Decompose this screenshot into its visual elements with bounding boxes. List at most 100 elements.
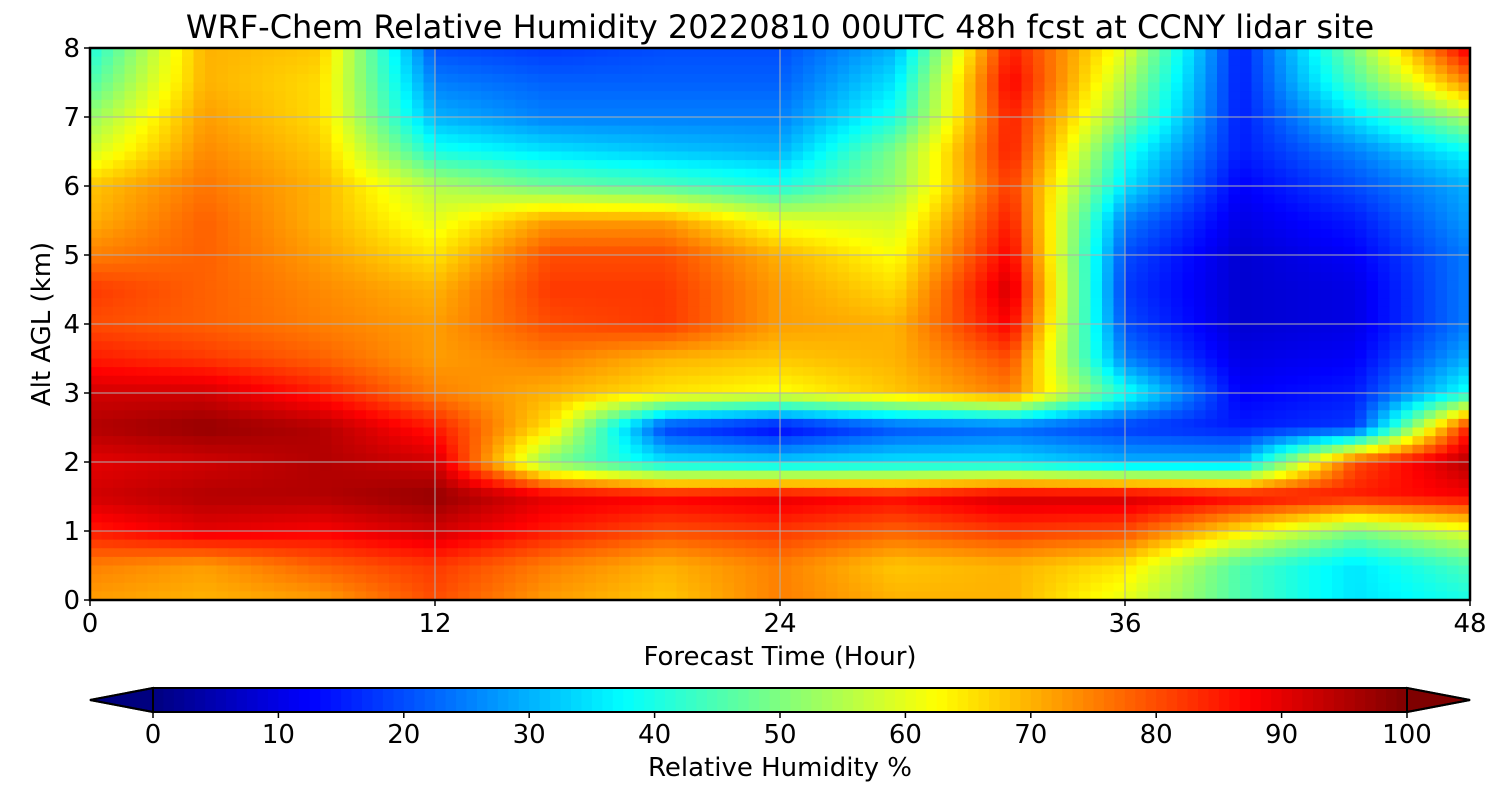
heatmap-cell	[1079, 332, 1092, 342]
heatmap-cell	[780, 375, 793, 385]
heatmap-cell	[1228, 324, 1241, 334]
heatmap-cell	[1113, 168, 1126, 178]
heatmap-cell	[1251, 203, 1264, 213]
heatmap-cell	[147, 134, 160, 144]
heatmap-cell	[550, 306, 563, 316]
heatmap-cell	[952, 186, 965, 196]
heatmap-cell	[1447, 375, 1460, 385]
heatmap-cell	[688, 358, 701, 368]
heatmap-cell	[331, 341, 344, 351]
heatmap-cell	[1412, 263, 1425, 273]
heatmap-cell	[1412, 125, 1425, 135]
heatmap-cell	[826, 324, 839, 334]
heatmap-cell	[607, 298, 620, 308]
heatmap-cell	[113, 246, 126, 256]
heatmap-cell	[1171, 91, 1184, 101]
heatmap-cell	[182, 73, 195, 84]
heatmap-cell	[1136, 375, 1149, 385]
heatmap-cell	[492, 401, 505, 411]
heatmap-cell	[400, 272, 413, 282]
heatmap-cell	[515, 108, 528, 118]
heatmap-cell	[205, 289, 218, 299]
heatmap-cell	[987, 194, 1000, 204]
heatmap-cell	[354, 65, 367, 75]
heatmap-cell	[895, 306, 908, 316]
heatmap-cell	[389, 375, 402, 385]
heatmap-cell	[1067, 306, 1080, 316]
heatmap-cell	[791, 125, 804, 135]
heatmap-cell	[1389, 324, 1402, 334]
heatmap-cell	[676, 280, 689, 291]
heatmap-cell	[987, 48, 1000, 58]
heatmap-cell	[653, 82, 666, 92]
heatmap-cell	[699, 229, 712, 239]
heatmap-cell	[665, 367, 678, 377]
heatmap-cell	[113, 65, 126, 75]
heatmap-cell	[343, 306, 356, 316]
heatmap-cell	[1171, 168, 1184, 178]
heatmap-cell	[1251, 160, 1264, 170]
heatmap-cell	[320, 332, 333, 342]
heatmap-cell	[159, 280, 172, 291]
heatmap-cell	[1044, 306, 1057, 316]
heatmap-cell	[814, 151, 827, 161]
heatmap-cell	[665, 91, 678, 101]
heatmap-cell	[676, 168, 689, 178]
heatmap-cell	[573, 203, 586, 213]
heatmap-cell	[377, 272, 390, 282]
heatmap-cell	[895, 203, 908, 213]
heatmap-cell	[492, 48, 505, 58]
heatmap-cell	[757, 117, 770, 127]
heatmap-cell	[1297, 211, 1310, 222]
heatmap-cell	[492, 99, 505, 109]
heatmap-cell	[216, 375, 229, 385]
heatmap-cell	[998, 211, 1011, 222]
heatmap-cell	[377, 255, 390, 265]
heatmap-cell	[1401, 358, 1414, 368]
heatmap-cell	[1343, 211, 1356, 222]
heatmap-cell	[1113, 358, 1126, 368]
heatmap-cell	[791, 203, 804, 213]
heatmap-cell	[504, 341, 517, 351]
heatmap-cell	[1251, 298, 1264, 308]
heatmap-cell	[584, 177, 597, 187]
heatmap-cell	[354, 246, 367, 256]
heatmap-cell	[1309, 306, 1322, 316]
heatmap-cell	[101, 401, 114, 411]
heatmap-cell	[918, 315, 931, 325]
heatmap-cell	[872, 280, 885, 291]
heatmap-cell	[1286, 255, 1299, 265]
heatmap-cell	[964, 168, 977, 178]
heatmap-cell	[722, 48, 735, 58]
heatmap-cell	[1458, 142, 1471, 153]
heatmap-cell	[1090, 237, 1103, 247]
heatmap-cell	[1378, 375, 1391, 385]
heatmap-cell	[90, 56, 103, 66]
heatmap-cell	[849, 99, 862, 109]
heatmap-cell	[964, 151, 977, 161]
heatmap-cell	[768, 341, 781, 351]
heatmap-cell	[1136, 186, 1149, 196]
heatmap-cell	[665, 73, 678, 84]
heatmap-cell	[320, 117, 333, 127]
heatmap-cell	[170, 151, 183, 161]
heatmap-cell	[366, 315, 379, 325]
heatmap-cell	[1102, 306, 1115, 316]
heatmap-cell	[929, 367, 942, 377]
heatmap-cell	[699, 306, 712, 316]
heatmap-cell	[400, 229, 413, 239]
heatmap-cell	[182, 99, 195, 109]
heatmap-cell	[515, 358, 528, 368]
heatmap-cell	[757, 332, 770, 342]
heatmap-cell	[952, 332, 965, 342]
heatmap-cell	[170, 229, 183, 239]
heatmap-cell	[676, 203, 689, 213]
heatmap-cell	[722, 237, 735, 247]
heatmap-cell	[619, 203, 632, 213]
heatmap-cell	[1148, 65, 1161, 75]
heatmap-cell	[400, 332, 413, 342]
heatmap-cell	[630, 142, 643, 153]
heatmap-cell	[515, 177, 528, 187]
heatmap-cell	[354, 108, 367, 118]
heatmap-cell	[228, 237, 241, 247]
